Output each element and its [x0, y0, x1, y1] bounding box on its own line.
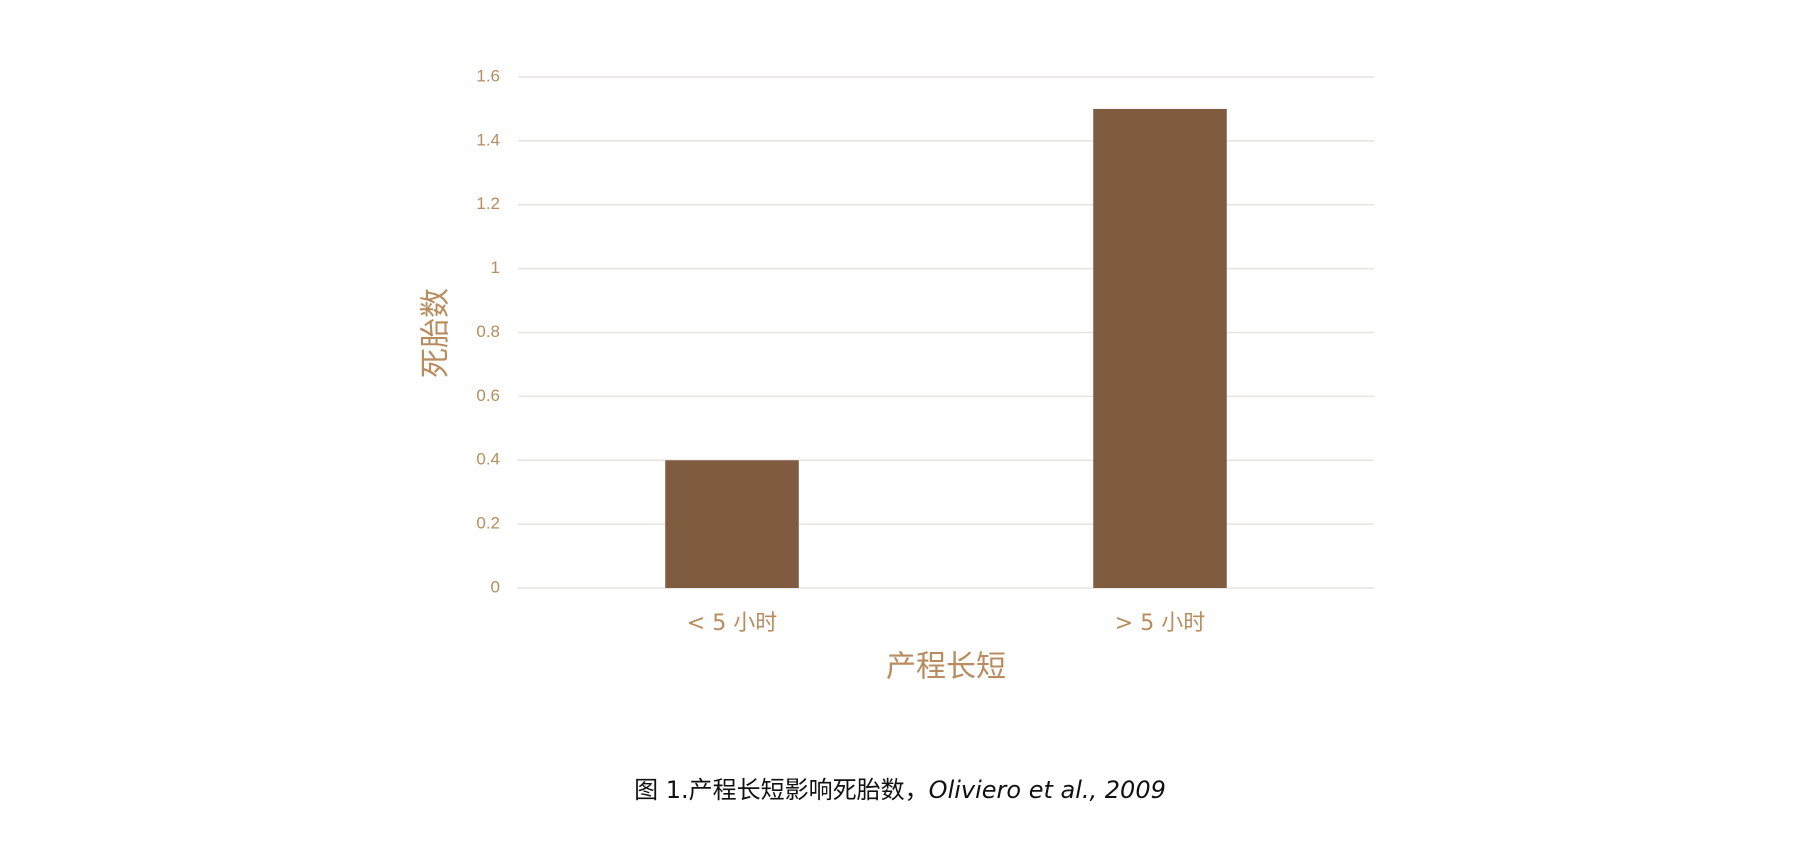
y-tick-label: 1 — [491, 258, 500, 277]
bar — [1093, 108, 1227, 588]
x-axis-title: 产程长短 — [886, 650, 1006, 685]
x-tick-label: > 5 小时 — [1115, 611, 1205, 636]
y-tick-label: 0.2 — [476, 514, 500, 533]
caption-citation: Oliviero et al., 2009 — [929, 776, 1166, 804]
y-tick-label: 1.2 — [476, 194, 500, 213]
caption: 图 1.产程长短影响死胎数，Oliviero et al., 2009 — [634, 776, 1166, 804]
bar — [665, 460, 799, 588]
y-tick-label: 0.6 — [476, 386, 500, 405]
y-tick-label: 0 — [491, 577, 500, 596]
y-tick-label: 0.8 — [476, 322, 500, 341]
x-tick-label: < 5 小时 — [687, 611, 777, 636]
y-axis-title: 死胎数 — [419, 288, 454, 378]
y-tick-label: 0.4 — [476, 450, 500, 469]
y-tick-label: 1.4 — [476, 130, 500, 149]
y-tick-label: 1.6 — [476, 66, 500, 85]
caption-text: 图 1.产程长短影响死胎数， — [634, 776, 929, 804]
